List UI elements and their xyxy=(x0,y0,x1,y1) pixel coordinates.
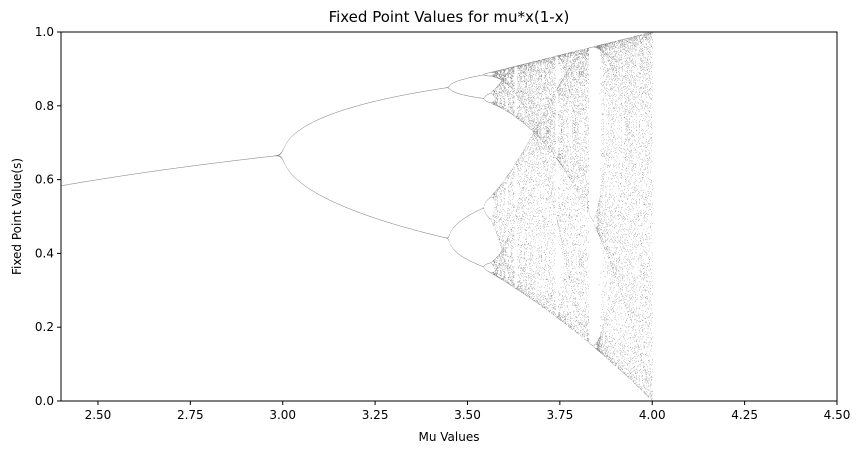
x-tick-label: 4.50 xyxy=(824,408,851,422)
y-tick-label: 0.6 xyxy=(35,173,54,187)
y-tick-label: 0.2 xyxy=(35,320,54,334)
plot-frame xyxy=(60,31,838,402)
y-tick-label: 1.0 xyxy=(35,25,54,39)
y-axis: 0.0 0.2 0.4 0.6 0.8 1.0 xyxy=(35,25,61,408)
x-tick-label: 3.50 xyxy=(454,408,481,422)
x-tick-label: 2.50 xyxy=(85,408,112,422)
x-tick-label: 2.75 xyxy=(177,408,204,422)
y-tick-label: 0.0 xyxy=(35,394,54,408)
x-tick-label: 4.25 xyxy=(731,408,758,422)
plot-area xyxy=(60,31,838,402)
x-tick-label: 4.00 xyxy=(639,408,666,422)
x-axis: 2.50 2.75 3.00 3.25 3.50 3.75 4.00 4.25 4.50 xyxy=(85,401,851,422)
y-tick-label: 0.4 xyxy=(35,246,54,260)
y-axis-label: Fixed Point Value(s) xyxy=(10,158,24,275)
y-tick-label: 0.8 xyxy=(35,99,54,113)
x-tick-label: 3.00 xyxy=(269,408,296,422)
chart-title: Fixed Point Values for mu*x(1-x) xyxy=(329,8,570,26)
x-tick-label: 3.25 xyxy=(362,408,389,422)
x-tick-label: 3.75 xyxy=(546,408,573,422)
x-axis-label: Mu Values xyxy=(419,430,480,444)
